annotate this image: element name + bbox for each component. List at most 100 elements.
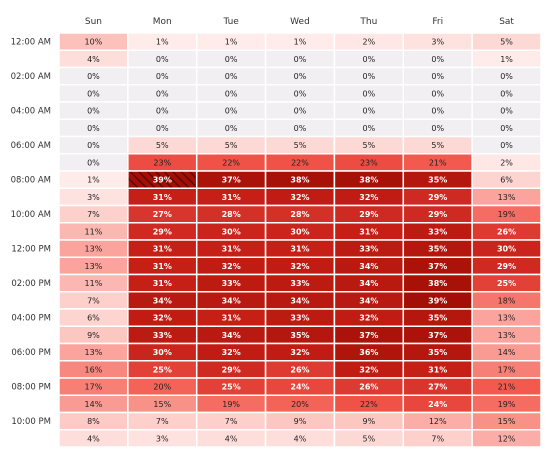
cell-value-label: 35% [428,348,447,357]
cell-value-label: 13% [85,348,103,357]
cell-value-label: 21% [429,158,447,167]
cell-value-label: 0% [294,55,307,64]
cell-value-label: 11% [85,279,103,288]
cell-value-label: 0% [156,55,169,64]
cell-value-label: 38% [428,279,447,288]
cell-value-label: 5% [294,141,307,150]
cell-value-label: 12% [429,417,447,426]
cell-value-label: 7% [87,210,100,219]
cell-value-label: 31% [222,193,241,202]
cell-value-label: 21% [498,383,516,392]
row-label: 04:00 AM [11,107,51,117]
column-label-sat: Sat [499,17,514,27]
cell-value-label: 16% [85,365,103,374]
cell-value-label: 31% [153,279,172,288]
cell-value-label: 28% [222,210,241,219]
column-label-sun: Sun [85,17,102,27]
column-label-tue: Tue [222,17,239,27]
cell-value-label: 29% [153,227,172,236]
cell-value-label: 24% [428,400,447,409]
cell-value-label: 0% [225,72,238,81]
cell-value-label: 1% [225,38,238,47]
cell-value-label: 32% [153,314,172,323]
cell-value-label: 31% [153,245,172,254]
cell-value-label: 5% [156,141,169,150]
row-label: 08:00 PM [11,383,51,393]
cell-value-label: 4% [87,55,100,64]
cell-value-label: 1% [500,55,513,64]
cell-value-label: 34% [222,296,241,305]
cell-value-label: 32% [359,314,378,323]
cell-value-label: 15% [153,400,171,409]
cell-value-label: 37% [359,331,378,340]
cell-value-label: 34% [359,296,378,305]
cell-value-label: 35% [428,314,447,323]
cell-value-label: 30% [290,227,309,236]
cell-value-label: 19% [498,400,516,409]
cell-value-label: 1% [294,38,307,47]
cell-value-label: 26% [359,383,378,392]
row-label: 06:00 AM [11,141,51,151]
cell-value-label: 12% [498,434,516,443]
cell-value-label: 34% [290,296,309,305]
column-label-mon: Mon [153,17,172,27]
cell-value-label: 0% [294,107,307,116]
cell-value-label: 0% [431,124,444,133]
cell-value-label: 0% [500,72,513,81]
cell-value-label: 33% [153,331,172,340]
cell-value-label: 6% [87,314,100,323]
cell-value-label: 22% [222,158,240,167]
cell-value-label: 9% [87,331,100,340]
cell-value-label: 31% [222,245,241,254]
cell-value-label: 0% [431,72,444,81]
cell-value-label: 7% [156,417,169,426]
cell-value-label: 30% [497,245,516,254]
row-label: 04:00 PM [11,314,51,324]
cell-value-label: 19% [498,210,516,219]
row-label: 02:00 PM [11,279,51,289]
cell-value-label: 34% [222,331,241,340]
row-label: 12:00 PM [11,245,51,255]
cell-value-label: 23% [153,158,171,167]
cell-value-label: 19% [222,400,240,409]
cell-value-label: 33% [290,279,309,288]
cell-value-label: 20% [291,400,309,409]
column-label-fri: Fri [432,17,443,27]
cell-value-label: 33% [222,279,241,288]
cell-value-label: 13% [498,193,516,202]
cell-value-label: 26% [290,365,309,374]
row-label: 12:00 AM [11,38,51,48]
row-label: 10:00 PM [11,417,51,427]
cell-value-label: 0% [363,89,376,98]
cell-value-label: 0% [87,141,100,150]
cell-value-label: 0% [225,89,238,98]
cell-value-label: 31% [359,227,378,236]
cell-value-label: 5% [225,141,238,150]
cell-value-label: 23% [360,158,378,167]
cell-value-label: 11% [85,227,103,236]
cell-value-label: 27% [428,383,447,392]
cell-value-label: 0% [156,107,169,116]
cell-value-label: 0% [294,89,307,98]
cell-value-label: 5% [363,141,376,150]
cell-value-label: 7% [225,417,238,426]
cell-value-label: 0% [156,89,169,98]
cell-value-label: 0% [500,124,513,133]
cell-value-label: 0% [87,89,100,98]
heatmap-cell[interactable] [471,429,542,448]
cell-value-label: 4% [225,434,238,443]
cell-value-label: 32% [222,262,241,271]
cell-value-label: 8% [87,417,100,426]
cell-value-label: 32% [290,262,309,271]
cell-value-label: 29% [359,210,378,219]
cell-value-label: 17% [85,383,103,392]
cell-value-label: 13% [498,331,516,340]
cell-value-label: 18% [498,296,516,305]
cell-value-label: 31% [222,314,241,323]
cell-value-label: 33% [290,314,309,323]
cell-value-label: 33% [359,245,378,254]
cell-value-label: 0% [500,107,513,116]
cell-value-label: 28% [290,210,309,219]
cell-value-label: 32% [359,365,378,374]
